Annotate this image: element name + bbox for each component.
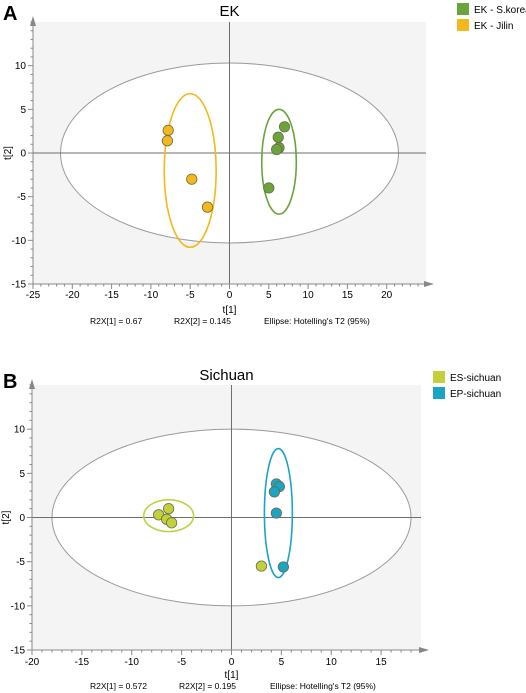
legend-swatch — [457, 3, 469, 15]
group-ellipse-0 — [142, 499, 195, 533]
r2x2-text: R2X[2] = 0.145 — [174, 316, 231, 326]
legend-label: ES-sichuan — [450, 373, 501, 384]
r2x1-text: R2X[1] = 0.67 — [90, 316, 142, 326]
y-tick-label: -15 — [11, 646, 26, 657]
y-tick-label: -10 — [12, 236, 27, 247]
x-tick-label: -15 — [75, 657, 90, 668]
x-axis-label: t[1] — [223, 305, 237, 316]
y-axis-arrow — [30, 16, 36, 26]
y-axis-label: t[2] — [3, 146, 14, 160]
y-tick-label: 5 — [20, 105, 26, 116]
data-point-series-1 — [268, 486, 280, 498]
data-point-series-1 — [161, 135, 174, 147]
legend-swatch — [433, 371, 445, 383]
x-tick-label: 10 — [303, 290, 315, 301]
x-tick-label: -5 — [186, 290, 195, 301]
x-tick-label: -10 — [125, 657, 140, 668]
x-tick-label: -25 — [26, 290, 41, 301]
y-tick-label: -5 — [16, 557, 25, 568]
y-tick-label: 10 — [14, 425, 26, 436]
x-tick-label: 15 — [342, 290, 354, 301]
x-tick-label: 0 — [227, 290, 233, 301]
data-point-series-0 — [271, 143, 283, 156]
legend-label: EK - S.korea — [474, 5, 526, 16]
legend-label: EP-sichuan — [450, 389, 501, 400]
legend-swatch — [457, 19, 469, 31]
legend-swatch — [433, 387, 445, 399]
data-point-series-0 — [278, 121, 291, 133]
y-tick-label: -10 — [11, 601, 26, 612]
panel-label: A — [3, 3, 17, 25]
ellipse-caption: Ellipse: Hotelling's T2 (95%) — [270, 681, 376, 691]
data-point-series-0 — [272, 131, 284, 143]
r2x1-text: R2X[1] = 0.572 — [90, 681, 147, 691]
data-point-series-0 — [255, 560, 268, 572]
ellipse-caption: Ellipse: Hotelling's T2 (95%) — [264, 316, 370, 326]
x-tick-label: 5 — [279, 657, 285, 668]
x-axis-label: t[1] — [225, 670, 239, 681]
y-tick-label: 10 — [15, 61, 27, 72]
x-tick-label: 0 — [229, 657, 235, 668]
data-point-series-1 — [162, 124, 174, 136]
x-tick-label: -20 — [25, 657, 40, 668]
chart-title: Sichuan — [199, 367, 253, 384]
panel-a: A EK -25 -20 -15 -10 -5 0 5 10 15 20 -15 -10 -5 0 5 10 t[1… — [3, 3, 526, 326]
data-point-series-1 — [277, 561, 289, 573]
legend-label: EK - Jilin — [474, 21, 513, 32]
data-point-series-1 — [186, 173, 198, 185]
y-tick-label: 0 — [20, 149, 26, 160]
y-tick-label: 5 — [19, 469, 25, 480]
x-tick-label: 20 — [381, 290, 393, 301]
y-axis-arrow — [29, 379, 35, 389]
x-tick-label: 15 — [376, 657, 388, 668]
data-point-series-1 — [201, 201, 214, 213]
data-point-series-0 — [263, 182, 275, 194]
y-tick-label: -5 — [17, 192, 26, 203]
r2x2-text: R2X[2] = 0.195 — [179, 681, 236, 691]
y-tick-label: -15 — [12, 280, 27, 291]
group-ellipse-1 — [163, 92, 217, 249]
x-tick-label: -10 — [144, 290, 159, 301]
data-point-series-0 — [163, 503, 175, 515]
group-ellipse-1 — [263, 447, 294, 579]
chart-title: EK — [219, 3, 239, 20]
x-tick-label: 5 — [266, 290, 272, 301]
x-tick-label: -20 — [65, 290, 80, 301]
panel-label: B — [3, 371, 17, 393]
group-ellipse-0 — [260, 108, 298, 215]
x-tick-label: 10 — [326, 657, 338, 668]
panel-b: B Sichuan-20 -15 -10 -5 0 5 10 15-15-10-50510t[1… — [1, 367, 501, 691]
y-tick-label: 0 — [19, 513, 25, 524]
x-tick-label: -5 — [177, 657, 186, 668]
x-tick-label: -15 — [104, 290, 119, 301]
data-point-series-1 — [270, 507, 282, 519]
data-point-series-0 — [166, 517, 178, 529]
y-axis-label: t[2] — [1, 510, 12, 524]
